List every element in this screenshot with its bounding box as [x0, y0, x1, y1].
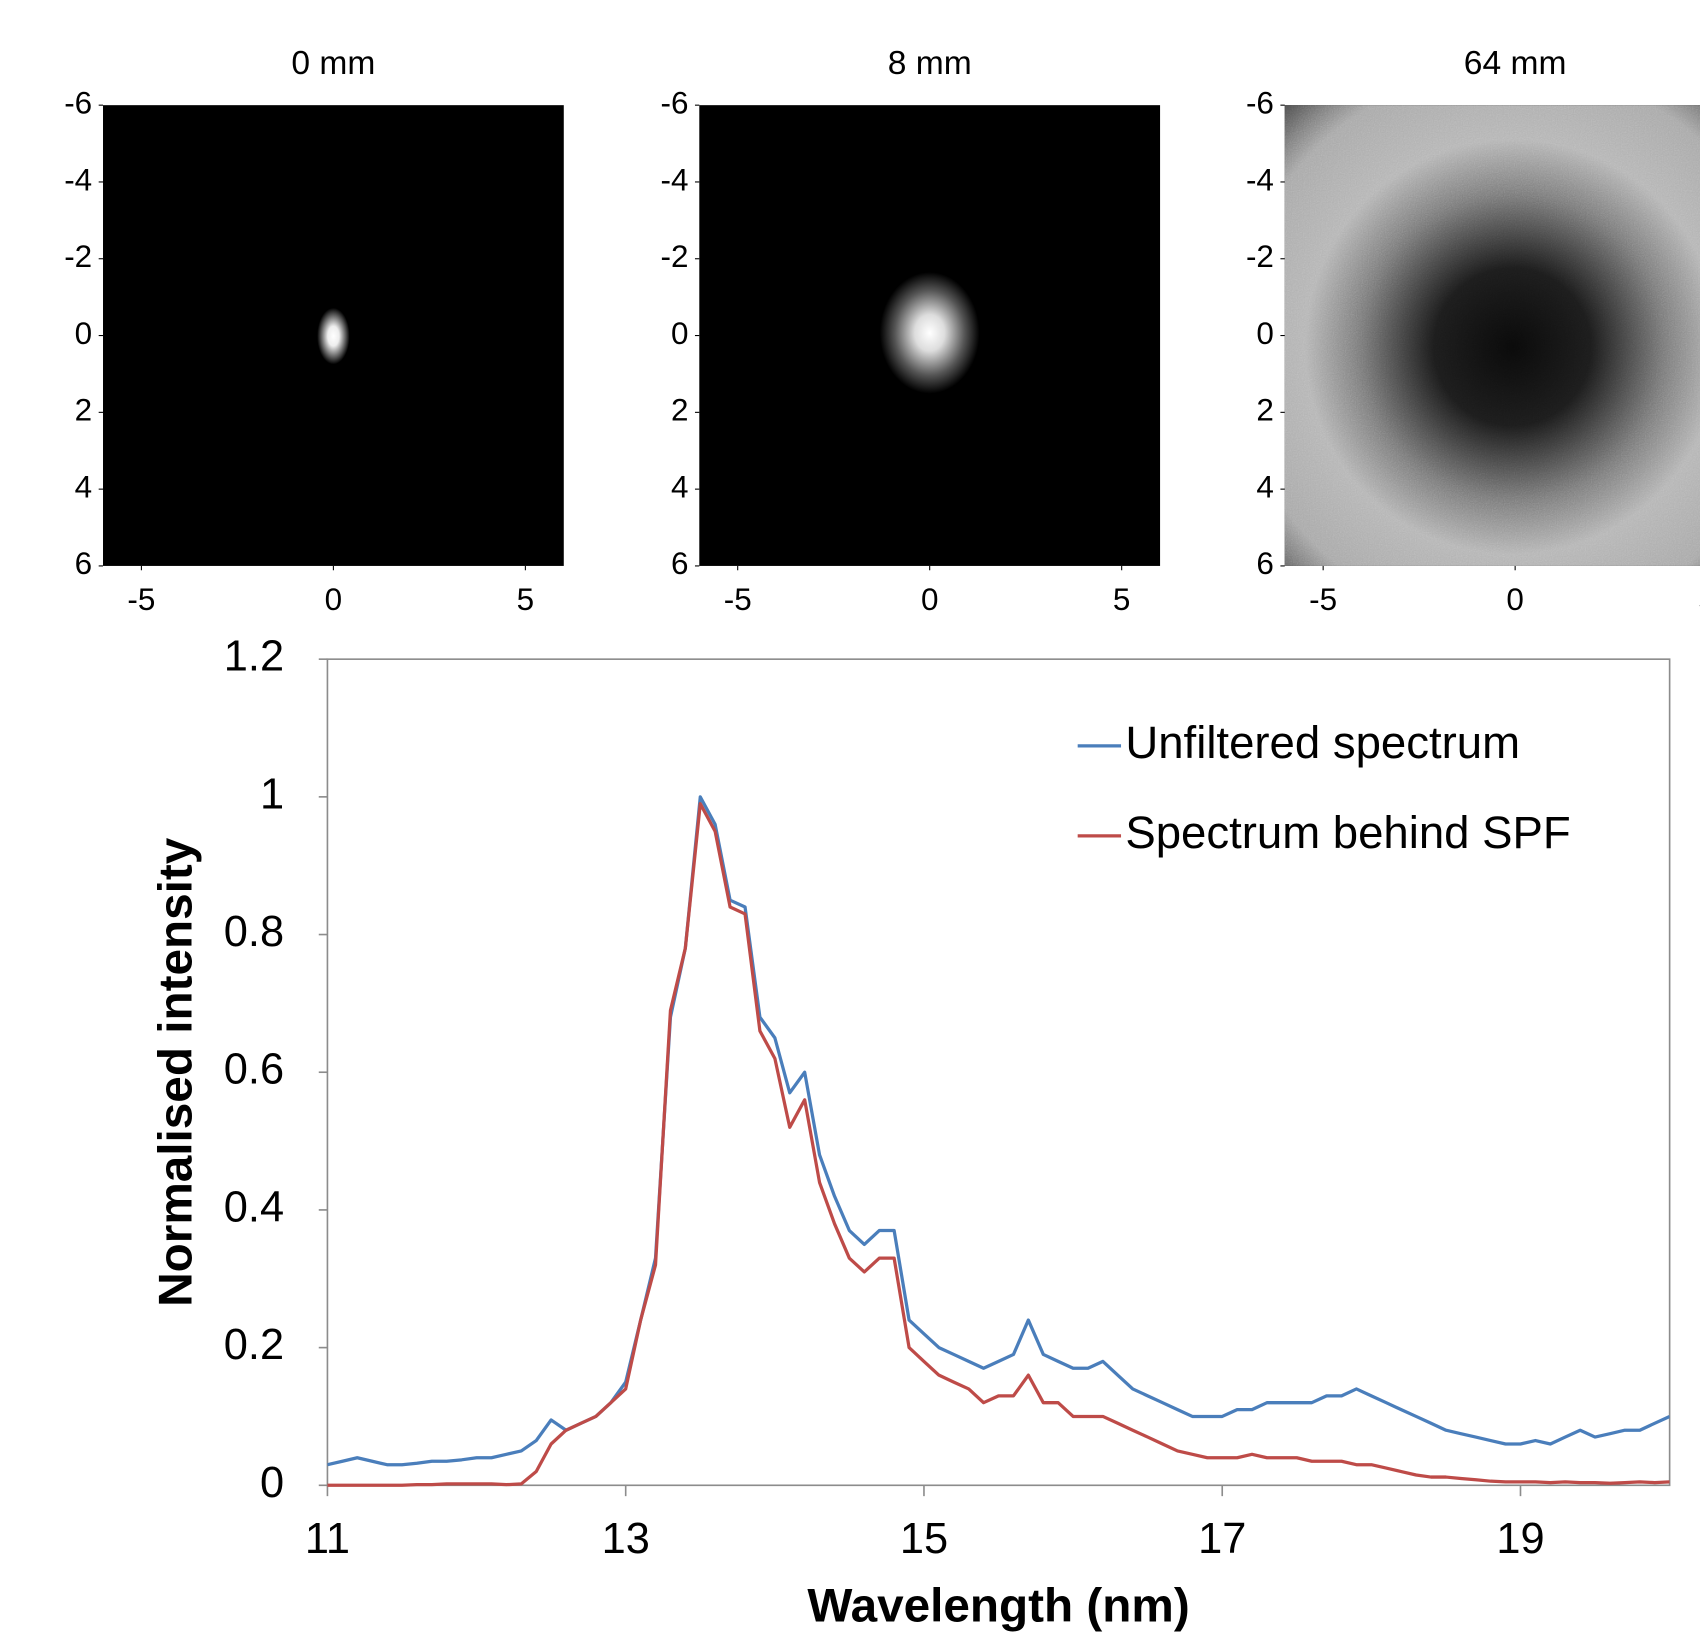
y-tick-label: 4 — [1256, 469, 1273, 504]
y-tick-label: -2 — [1246, 239, 1274, 274]
x-tick-label: 0 — [325, 582, 342, 617]
y-tick-label: 4 — [671, 469, 688, 504]
data-line — [327, 802, 1670, 1487]
panel-title: 8 mm — [888, 45, 972, 82]
y-tick-label: 6 — [75, 546, 92, 581]
y-tick-label: 4 — [75, 469, 92, 504]
y-tick-label: -4 — [1246, 162, 1274, 197]
y-tick-label: -4 — [661, 162, 689, 197]
panel-title: 64 mm — [1464, 45, 1567, 82]
x-tick-label: -5 — [724, 582, 752, 617]
y-tick-label: 0.8 — [224, 908, 284, 956]
beam-spot — [879, 272, 980, 394]
y-tick-label: 6 — [671, 546, 688, 581]
y-tick-label: 2 — [671, 393, 688, 428]
x-tick-label: 15 — [900, 1515, 948, 1563]
beam-spot — [317, 307, 350, 365]
panel-title: 0 mm — [291, 45, 375, 82]
y-tick-label: 0 — [1256, 316, 1273, 351]
y-tick-label: -2 — [64, 239, 92, 274]
x-axis-label: Wavelength (nm) — [807, 1579, 1189, 1632]
x-tick-label: 19 — [1496, 1515, 1544, 1563]
legend-label: Unfiltered spectrum — [1125, 717, 1520, 768]
x-tick-label: 11 — [305, 1515, 350, 1563]
y-tick-label: 1.2 — [224, 633, 284, 681]
x-tick-label: 17 — [1198, 1515, 1246, 1563]
y-tick-label: -4 — [64, 162, 92, 197]
y-tick-label: 2 — [1256, 393, 1273, 428]
y-tick-label: 0.4 — [224, 1183, 284, 1231]
y-tick-label: -6 — [1246, 85, 1274, 120]
x-tick-label: -5 — [127, 582, 155, 617]
data-line — [327, 795, 1670, 1467]
x-tick-label: 5 — [1113, 582, 1130, 617]
x-tick-label: 0 — [921, 582, 938, 617]
x-tick-label: 13 — [602, 1515, 650, 1563]
x-tick-label: -5 — [1309, 582, 1337, 617]
legend-label: Spectrum behind SPF — [1125, 807, 1570, 858]
y-tick-label: 2 — [75, 393, 92, 428]
y-tick-label: -6 — [661, 85, 689, 120]
plot-lines — [327, 795, 1670, 1487]
y-tick-label: 0 — [260, 1459, 284, 1507]
y-axis-label: Normalised intensity — [149, 837, 202, 1307]
y-tick-label: 0.2 — [224, 1321, 284, 1369]
y-tick-label: -6 — [64, 85, 92, 120]
x-tick-label: 5 — [517, 582, 534, 617]
y-tick-label: 0 — [75, 316, 92, 351]
x-tick-label: 5 — [1698, 582, 1700, 617]
y-tick-label: 0 — [671, 316, 688, 351]
y-tick-label: -2 — [661, 239, 689, 274]
x-tick-label: 0 — [1506, 582, 1523, 617]
speckle — [1284, 105, 1700, 566]
y-tick-label: 0.6 — [224, 1046, 284, 1094]
y-tick-label: 1 — [260, 770, 284, 818]
y-tick-label: 6 — [1256, 546, 1273, 581]
